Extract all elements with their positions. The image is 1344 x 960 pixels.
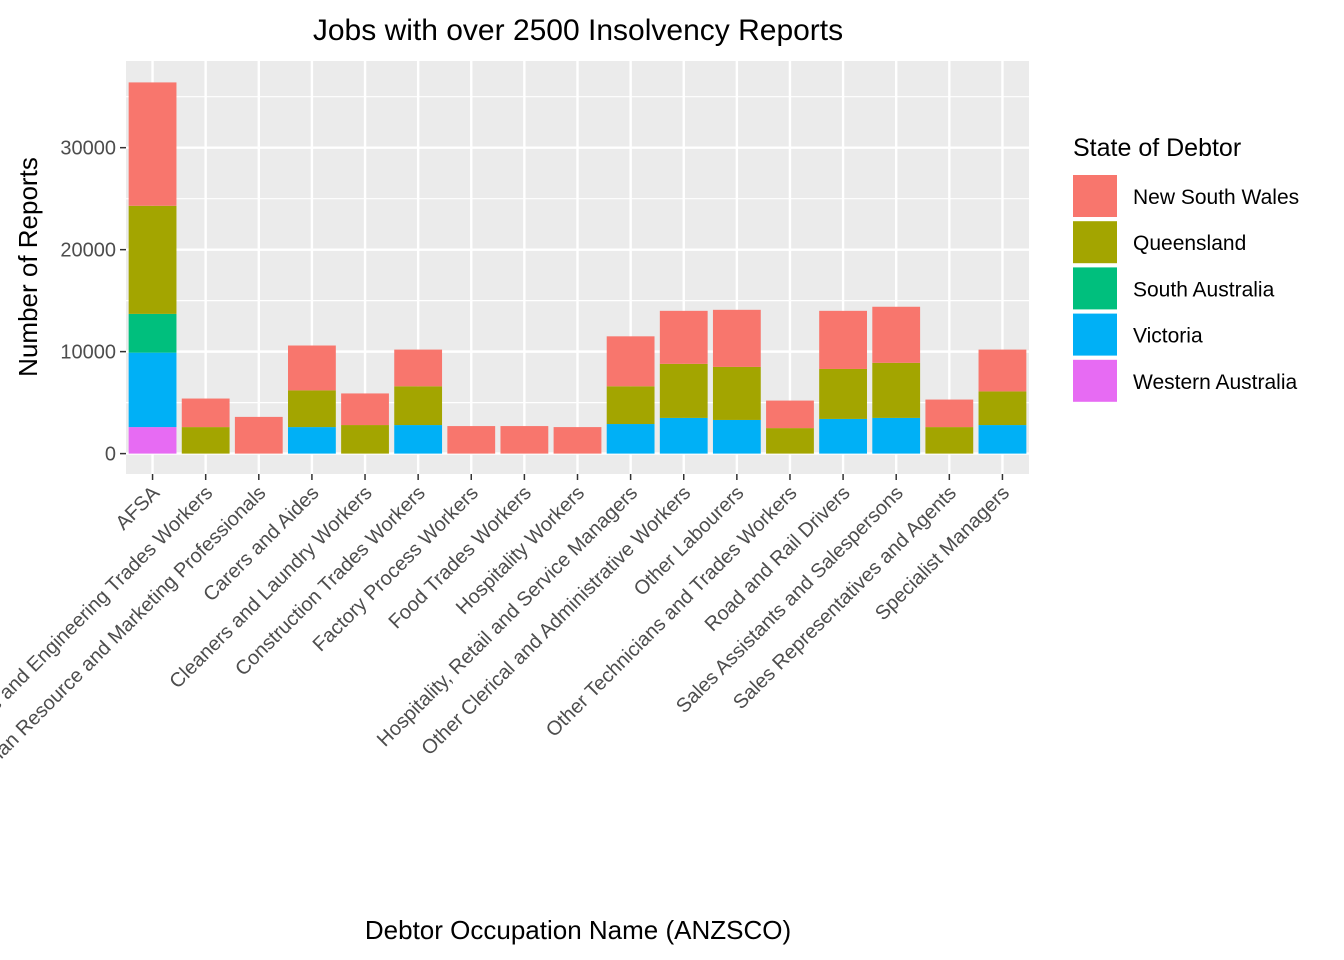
y-axis-title: Number of Reports [13,157,43,377]
bar-segment [128,427,177,454]
bar-segment [181,427,230,454]
legend-swatch [1073,267,1117,310]
legend-swatch [1073,221,1117,264]
bar-segment [606,386,655,425]
legend-swatch [1073,175,1117,217]
bar-segment [288,345,336,391]
bar-segment [712,309,761,367]
bar-segment [978,425,1027,454]
bar-segment [872,306,921,363]
bar-segment [606,336,655,387]
legend-label: New South Wales [1133,186,1299,209]
bar-segment [819,310,867,369]
bar-segment [128,352,177,428]
bar-segment [288,427,336,454]
legend-label: Victoria [1133,325,1203,348]
bar-segment [925,399,974,428]
bars [128,82,1027,454]
legend-label: Queensland [1133,232,1246,255]
legend-label: Western Australia [1133,371,1298,394]
y-tick-label: 10000 [60,342,116,364]
bar-segment [394,425,443,454]
bar-segment [553,427,602,454]
bar-segment [394,349,443,387]
y-axis: 0 10000 20000 30000 [60,138,126,466]
bar-segment [766,428,814,454]
bar-segment [234,416,283,454]
bar-segment [819,368,867,419]
bar-segment [978,391,1027,426]
bar-segment [872,417,921,454]
bar-segment [659,310,708,364]
bar-segment [128,313,177,353]
y-tick-label: 0 [105,444,116,466]
bar-segment [447,426,496,454]
bar-segment [181,398,230,428]
bar-segment [766,400,814,429]
bar-segment [394,386,443,426]
bar-segment [288,390,336,428]
bar-segment [819,418,867,454]
legend-label: South Australia [1133,278,1275,301]
bar-segment [500,426,549,454]
legend: State of Debtor New South Wales Queenslan… [1073,134,1299,402]
legend-title: State of Debtor [1073,134,1241,162]
chart-title: Jobs with over 2500 Insolvency Reports [313,14,843,47]
bar-segment [341,393,389,426]
x-axis-title: Debtor Occupation Name (ANZSCO) [365,915,791,945]
legend-swatch [1073,359,1117,402]
bar-segment [128,205,177,314]
bar-segment [606,424,655,454]
bar-segment [341,425,389,454]
bar-segment [128,82,177,206]
bar-segment [712,419,761,454]
bar-segment [925,427,974,454]
bar-segment [978,349,1027,392]
y-tick-label: 20000 [60,240,116,262]
bar-segment [659,363,708,418]
bar-segment [712,366,761,420]
y-tick-label: 30000 [60,138,116,160]
legend-swatch [1073,313,1117,356]
bar-segment [872,362,921,418]
bar-segment [659,417,708,454]
